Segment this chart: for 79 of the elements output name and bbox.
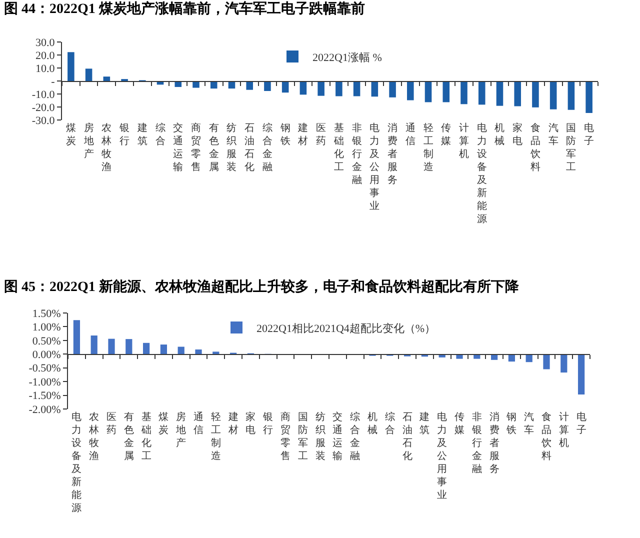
y-tick-label: 1.50%: [32, 308, 61, 320]
x-tick-label: 通信: [194, 411, 204, 436]
x-tick-label: 交通运输: [173, 122, 184, 173]
y-tick-label: -0.50%: [28, 362, 61, 375]
x-tick-label: 建材: [297, 122, 308, 147]
legend-label: 2022Q1相比2021Q4超配比变化（%）: [256, 322, 436, 335]
x-tick-label: 农林牧渔: [100, 123, 112, 173]
x-tick-label: 交通运输: [332, 411, 343, 462]
x-tick-label: 综合金融: [262, 122, 272, 173]
x-tick-label: 银行: [118, 123, 130, 147]
x-tick-label: 电子: [576, 411, 586, 436]
x-tick-label: 家电: [512, 122, 523, 147]
x-tick-label: 计算机: [558, 411, 569, 449]
x-tick-label: 电子: [584, 122, 594, 147]
y-tick-label: -: [51, 76, 56, 88]
x-tick-label: 食品饮料: [529, 122, 540, 173]
x-tick-label: 纺织服装: [226, 122, 237, 173]
x-tick-label: 食品饮料: [540, 411, 552, 462]
x-tick-label: 房地产: [82, 122, 94, 160]
x-tick-label: 非银行金融: [470, 411, 482, 475]
x-tick-label: 电力设备及新能源: [476, 122, 487, 225]
x-tick-label: 煤炭: [158, 411, 169, 436]
x-tick-label: 有色金属: [208, 122, 219, 173]
x-tick-label: 电力及公用事业: [437, 411, 448, 501]
x-tick-label: 钢铁: [279, 123, 290, 147]
x-tick-label: 建材: [227, 411, 238, 436]
x-tick-label: 房地产: [175, 411, 186, 449]
y-tick-label: -1.50%: [28, 390, 61, 402]
x-tick-label: 传媒: [441, 123, 452, 147]
x-tick-label: 综合: [155, 122, 166, 147]
x-tick-label: 建筑: [418, 411, 430, 436]
x-tick-label: 非银行金融: [350, 122, 362, 186]
x-tick-label: 银行: [262, 412, 274, 436]
y-tick-label: 30.0: [36, 36, 56, 49]
x-tick-label: 石油石化: [402, 412, 412, 462]
y-tick-label: -2.00%: [28, 404, 61, 416]
y-tick-label: -10.0: [32, 88, 56, 101]
x-tick-label: 机械: [368, 411, 378, 436]
x-tick-label: 电力及公用事业: [370, 122, 380, 212]
y-tick-label: 20.0: [36, 50, 56, 62]
x-tick-label: 家电: [246, 411, 256, 436]
x-tick-label: 基础化工: [140, 411, 152, 462]
y-tick-label: 1.00%: [32, 322, 61, 334]
x-tick-label: 国防军工: [566, 123, 576, 173]
x-tick-label: 机械: [494, 122, 505, 147]
x-tick-label: 国防军工: [298, 412, 308, 462]
x-tick-label: 石油石化: [244, 123, 255, 173]
x-tick-label: 纺织服装: [315, 411, 326, 462]
x-tick-label: 轻工制造: [423, 122, 434, 173]
y-tick-label: 0.50%: [32, 335, 61, 348]
y-tick-label: -20.0: [32, 102, 56, 114]
x-tick-label: 通信: [405, 122, 416, 147]
x-tick-label: 汽车: [524, 411, 534, 436]
y-tick-label: 10.0: [36, 62, 56, 75]
x-tick-label: 建筑: [136, 122, 148, 147]
x-tick-label: 钢铁: [506, 412, 517, 436]
x-tick-label: 医药: [316, 123, 326, 147]
x-tick-label: 医药: [106, 412, 116, 436]
x-tick-label: 消费者服务: [388, 122, 398, 186]
chart-title: 图 45：2022Q1 新能源、农林牧渔超配比上升较多，电子和食品饮料超配比有所下降: [4, 278, 636, 301]
x-tick-label: 商贸零售: [280, 411, 290, 462]
x-tick-label: 消费者服务: [489, 411, 500, 475]
y-tick-label: -30.0: [32, 114, 56, 127]
x-tick-label: 有色金属: [124, 411, 134, 462]
x-tick-label: 煤炭: [66, 122, 76, 147]
legend-label: 2022Q1涨幅 %: [312, 52, 382, 64]
y-tick-label: 0.00%: [32, 348, 61, 361]
chart-title: 图 44：2022Q1 煤炭地产涨幅靠前，汽车军工电子跌幅靠前: [4, 0, 636, 23]
x-tick-label: 汽车: [548, 122, 558, 147]
x-tick-label: 电力设备及新能源: [72, 411, 82, 514]
x-tick-label: 农林牧渔: [88, 412, 100, 462]
x-tick-label: 基础化工: [332, 122, 344, 173]
x-tick-label: 传媒: [454, 412, 464, 436]
x-tick-label: 计算机: [459, 122, 469, 160]
x-tick-label: 商贸零售: [191, 122, 201, 173]
x-tick-label: 综合: [384, 411, 395, 436]
x-tick-label: 轻工制造: [210, 411, 221, 462]
y-tick-label: -1.00%: [28, 376, 61, 388]
x-tick-label: 综合金融: [350, 411, 360, 462]
